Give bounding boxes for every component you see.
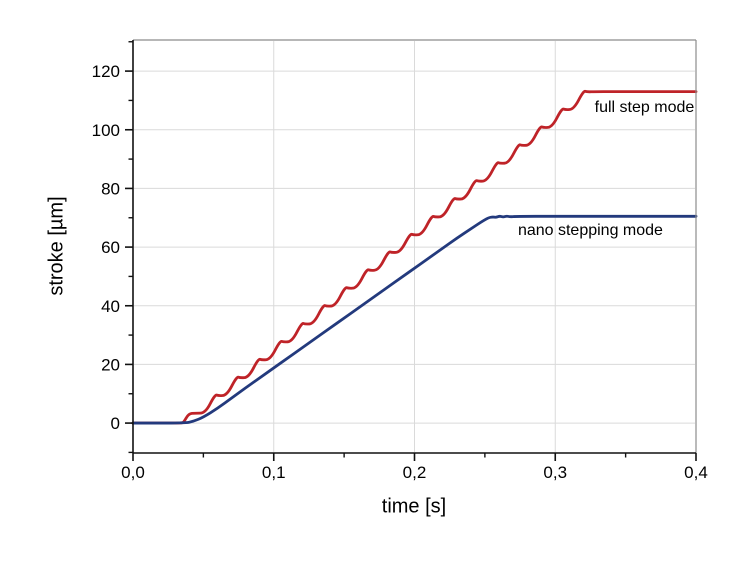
x-tick-label: 0,2	[403, 463, 427, 482]
y-tick-label: 0	[111, 414, 120, 433]
x-axis-title: time [s]	[381, 495, 447, 518]
x-tick-label: 0,3	[543, 463, 567, 482]
y-tick-label: 80	[101, 179, 120, 198]
y-tick-label: 100	[92, 121, 120, 140]
series-line-nano-stepping-mode	[131, 214, 698, 425]
y-tick-label: 40	[101, 297, 120, 316]
series-label-full-step-mode: full step mode	[594, 98, 695, 116]
series-label-nano-stepping-mode: nano stepping mode	[517, 222, 663, 240]
series-line-full-step-mode	[131, 89, 698, 425]
x-tick-label: 0,0	[121, 463, 145, 482]
y-axis-title: stroke [µm]	[45, 196, 68, 296]
y-tick-label: 120	[92, 62, 120, 81]
y-tick-label: 20	[101, 355, 120, 374]
x-tick-label: 0,4	[684, 463, 708, 482]
y-tick-label: 60	[101, 238, 120, 257]
x-tick-label: 0,1	[262, 463, 286, 482]
